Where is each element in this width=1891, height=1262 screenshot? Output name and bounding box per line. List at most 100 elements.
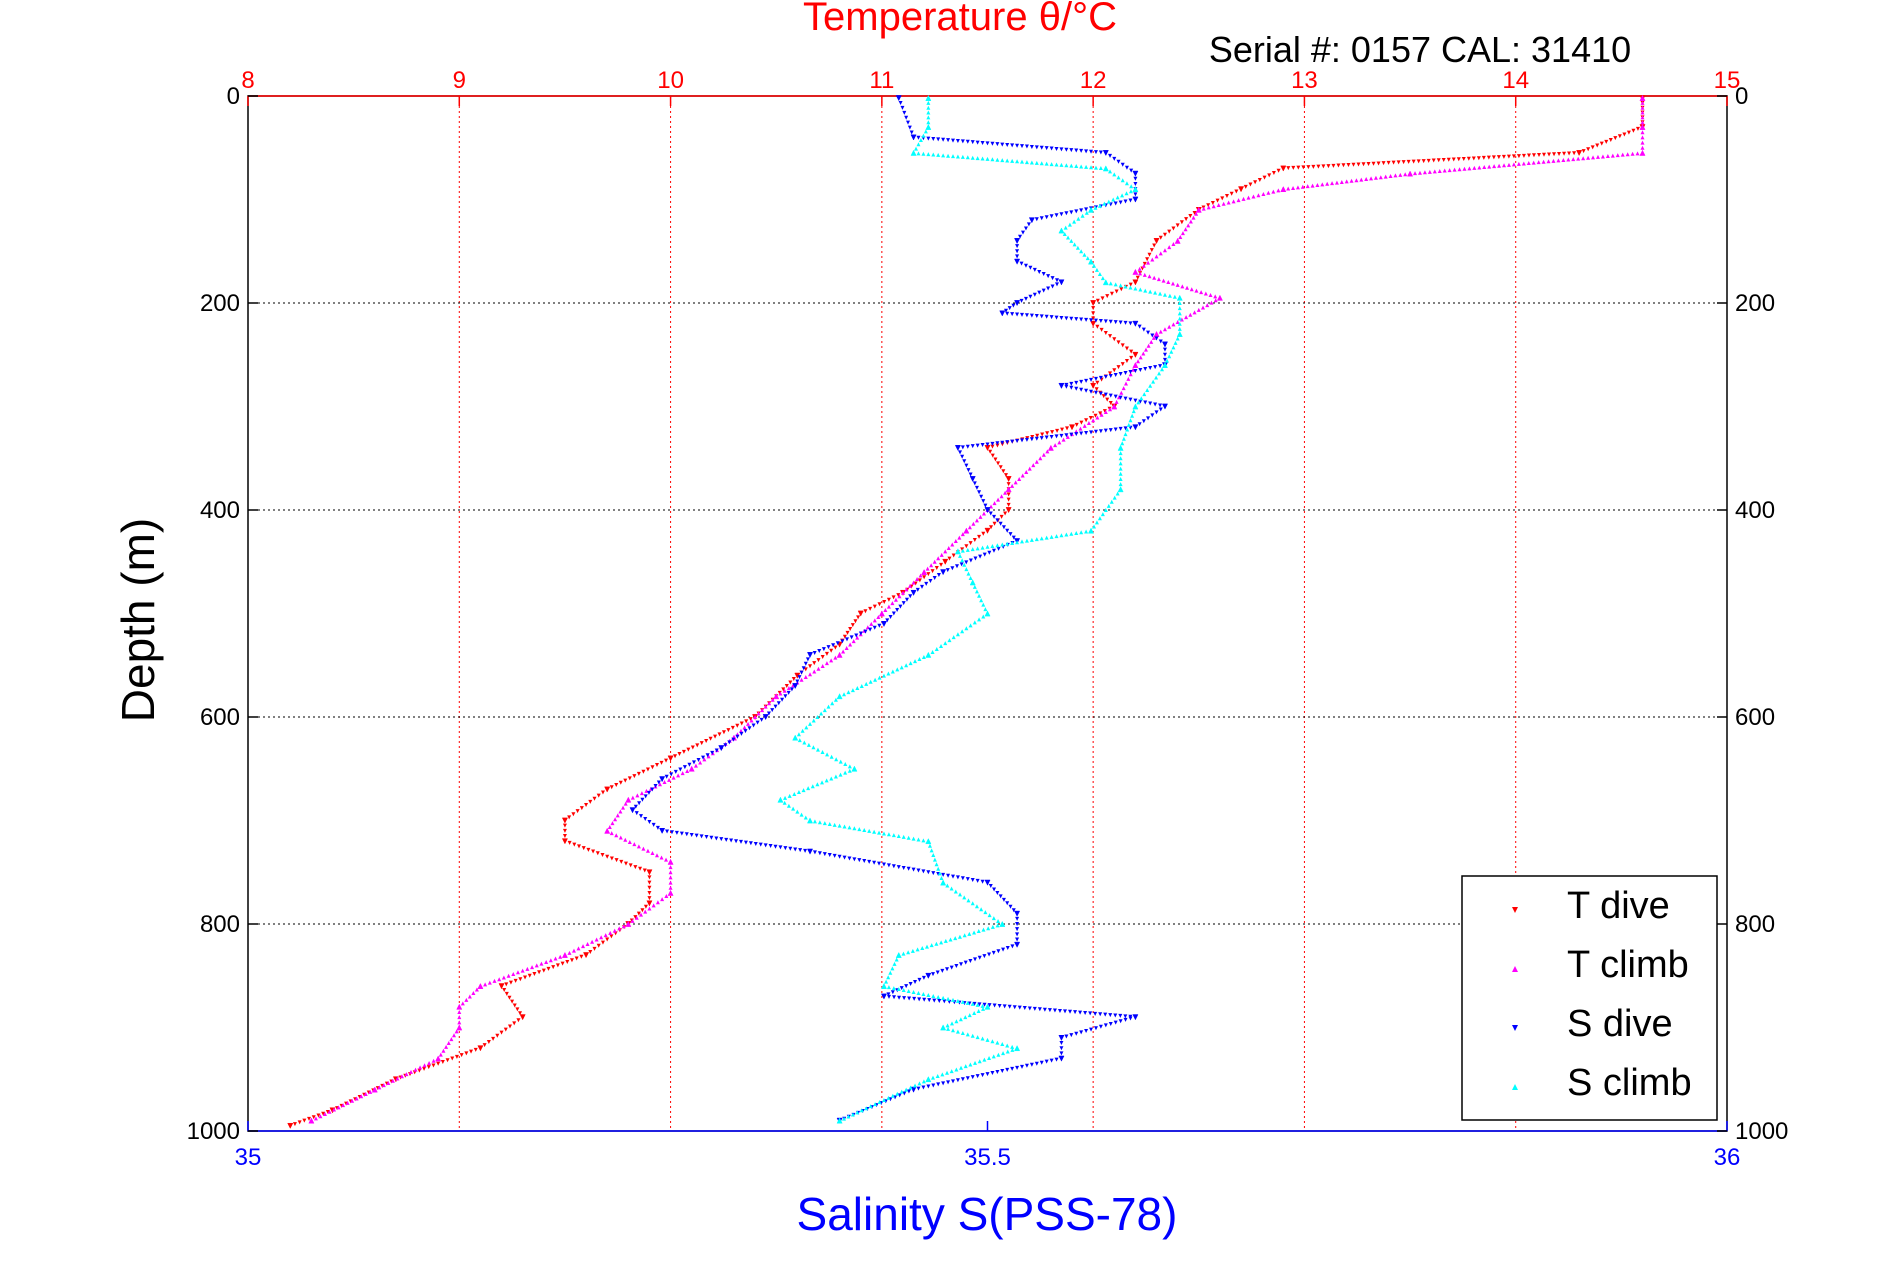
t-climb-trace-point [1170,281,1175,286]
s-climb-trace-point [824,778,829,783]
t-dive-trace-point [1401,160,1406,165]
s-climb-trace-point [894,957,899,962]
t-climb-trace-point [1027,466,1032,471]
s-dive-trace-point [1084,317,1089,322]
t-dive-trace-point [1220,196,1225,201]
s-dive-trace-point [1005,901,1010,906]
s-dive-trace-point [1133,192,1138,197]
t-climb-trace-point [897,594,902,599]
t-climb-trace-point [336,1105,341,1110]
t-climb-trace-point [457,1009,462,1014]
t-dive-trace-point [574,956,579,961]
t-dive-trace-point [1100,296,1105,301]
t-dive-trace-point [1093,413,1098,418]
s-climb-point [925,838,932,845]
s-dive-trace-point [1103,319,1108,324]
s-climb-point [954,548,961,555]
s-dive-trace-point [1137,422,1142,427]
s-dive-trace-point [1074,1031,1079,1036]
s-dive-trace-point [898,100,903,105]
s-climb-trace-point [868,679,873,684]
s-dive-trace-point [805,657,810,662]
t-climb-trace-point [1315,182,1320,187]
s-dive-trace-point [1010,944,1015,949]
s-dive-trace-point [1034,145,1039,150]
s-dive-trace-point [1039,436,1044,441]
s-dive-trace-point [959,562,964,567]
s-climb-point [940,1024,947,1031]
s-climb-trace-point [895,667,900,672]
t-dive-trace-point [569,958,574,963]
s-climb-trace-point [1072,242,1077,247]
t-dive-trace-point [930,569,935,574]
t-dive-trace-point [551,965,556,970]
s-climb-trace-point [906,950,911,955]
s-dive-trace-point [786,690,791,695]
s-dive-trace-point [1093,318,1098,323]
s-dive-trace-point [891,864,896,869]
legend-marker-s-climb [1512,1084,1518,1090]
legend-label-s-dive: S dive [1567,1003,1673,1045]
s-dive-trace-point [1015,439,1020,443]
s-dive-trace-point [960,445,965,450]
t-climb-trace-point [1266,190,1271,195]
t-dive-trace-point [518,977,523,982]
t-climb-point [625,920,632,927]
s-climb-trace-point [1091,524,1096,529]
s-dive-trace-point [817,851,822,856]
t-dive-trace-point [1356,162,1361,167]
s-dive-trace-point [899,986,904,991]
t-climb-trace-point [1147,274,1152,279]
s-climb-trace-point [815,715,820,719]
s-dive-trace-point [1069,210,1074,215]
t-climb-trace-point [399,1074,404,1079]
t-climb-trace-point [427,1060,432,1065]
s-dive-trace-point [1103,1023,1108,1028]
t-dive-trace-point [1567,151,1572,156]
s-climb-trace-point [923,129,928,134]
depth-tick-label-right: 400 [1735,497,1775,524]
t-climb-trace-point [680,771,685,776]
s-dive-trace-point [653,784,658,788]
s-climb-trace-point [949,1069,954,1074]
s-climb-trace-point [1116,175,1121,180]
t-dive-trace-point [654,763,659,768]
s-dive-trace-point [921,869,926,874]
s-dive-trace-point [1059,1051,1064,1056]
t-dive-trace-point [560,961,565,966]
t-climb-trace-point [585,941,590,946]
s-dive-trace-point [858,631,863,636]
s-climb-trace-point [1128,285,1133,290]
s-climb-point [1088,258,1095,265]
t-dive-trace-point [1243,184,1248,189]
s-dive-trace-point [1069,381,1074,386]
t-dive-trace-point [1147,252,1152,257]
s-dive-trace-point [1158,364,1163,369]
t-dive-trace-point [868,606,873,611]
s-dive-trace-point [960,454,965,459]
s-climb-trace-point [954,1019,959,1024]
t-climb-trace-point [932,559,937,564]
s-climb-trace-point [808,721,813,726]
t-climb-point [667,858,674,865]
s-dive-trace-point [1108,1013,1113,1018]
s-climb-point [1058,227,1065,234]
t-climb-trace-point [1447,168,1452,173]
s-dive-trace-point [1024,1063,1029,1068]
s-climb-trace-point [822,821,827,826]
s-climb-trace-point [782,800,787,805]
t-dive-trace-point [499,1030,504,1035]
s-dive-trace-point [907,996,912,1001]
s-climb-trace-point [1115,195,1120,200]
t-climb-trace-point [676,773,681,778]
t-climb-point [604,827,611,834]
t-climb-trace-point [1640,120,1645,125]
s-dive-trace-point [650,787,655,792]
t-climb-trace-point [992,501,997,506]
s-climb-trace-point [990,157,995,162]
t-dive-trace-point [708,736,713,741]
t-climb-trace-point [739,728,743,733]
t-climb-trace-point [1194,211,1199,216]
s-dive-trace-point [1024,313,1029,318]
s-dive-trace-point [1000,1068,1005,1073]
